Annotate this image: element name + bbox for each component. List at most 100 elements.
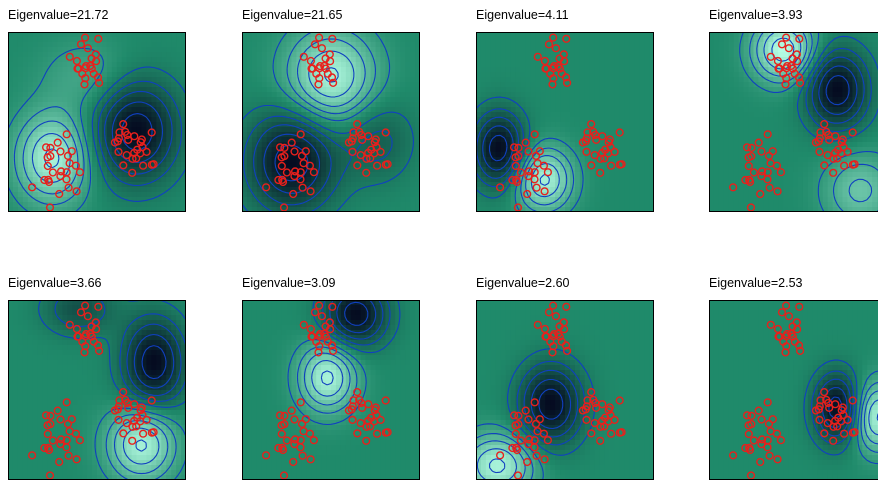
heatmap-cell [719, 97, 725, 103]
heatmap-cell [773, 102, 779, 108]
heatmap-cell [156, 152, 162, 158]
heatmap-cell [137, 42, 143, 48]
heatmap-cell [595, 57, 601, 63]
heatmap-cell [634, 142, 640, 148]
heatmap-cell [171, 92, 177, 98]
heatmap-cell [23, 82, 29, 88]
heatmap-cell [28, 37, 34, 43]
heatmap-cell [540, 72, 546, 78]
heatmap-cell [838, 82, 844, 88]
heatmap-cell [629, 147, 635, 153]
heatmap-cell [137, 107, 143, 113]
heatmap-cell [13, 122, 19, 128]
heatmap-cell [400, 157, 406, 163]
heatmap-cell [605, 82, 611, 88]
heatmap-cell [828, 62, 834, 68]
heatmap-cell [525, 47, 531, 53]
heatmap-cell [346, 202, 352, 208]
heatmap-cell [171, 172, 177, 178]
heatmap-cell [380, 52, 386, 58]
heatmap-cell [405, 167, 411, 173]
heatmap-cell [570, 37, 576, 43]
heatmap-cell [28, 122, 34, 128]
heatmap-cell [48, 82, 54, 88]
heatmap-cell [724, 37, 730, 43]
heatmap-cell [803, 42, 809, 48]
heatmap-cell [38, 117, 44, 123]
heatmap-cell [53, 97, 59, 103]
heatmap-cell [624, 37, 630, 43]
heatmap-cell [590, 202, 596, 208]
heatmap-cell [247, 177, 253, 183]
heatmap-cell [778, 112, 784, 118]
heatmap-cell [176, 192, 182, 198]
heatmap-cell [57, 57, 63, 63]
heatmap-cell [117, 182, 123, 188]
heatmap-cell [156, 57, 162, 63]
heatmap-cell [336, 167, 342, 173]
heatmap-cell [257, 47, 263, 53]
heatmap-cell [545, 102, 551, 108]
heatmap-cell [176, 167, 182, 173]
heatmap-cell [545, 117, 551, 123]
heatmap-cell [405, 197, 411, 203]
heatmap-cell [291, 77, 297, 83]
heatmap-cell [595, 177, 601, 183]
heatmap-cell [605, 187, 611, 193]
heatmap-cell [176, 47, 182, 53]
heatmap-cell [166, 182, 172, 188]
heatmap-cell [590, 92, 596, 98]
heatmap-cell [610, 122, 616, 128]
heatmap-cell [734, 132, 740, 138]
heatmap-cell [491, 172, 497, 178]
heatmap-cell [639, 112, 645, 118]
heatmap-cell [734, 137, 740, 143]
heatmap-cell [833, 87, 839, 93]
heatmap-cell [857, 112, 863, 118]
heatmap-cell [23, 132, 29, 138]
heatmap-cell [525, 72, 531, 78]
heatmap-cell [610, 37, 616, 43]
heatmap-cell [92, 87, 98, 93]
heatmap-cell [506, 47, 512, 53]
heatmap-cell [614, 37, 620, 43]
heatmap-cell [57, 112, 63, 118]
heatmap-cell [351, 202, 357, 208]
heatmap-cell [634, 102, 640, 108]
heatmap-cell [560, 107, 566, 113]
heatmap-cell [341, 202, 347, 208]
heatmap-cell [610, 87, 616, 93]
heatmap-cell [176, 187, 182, 193]
heatmap-cell [585, 177, 591, 183]
heatmap-cell [13, 57, 19, 63]
heatmap-cell [376, 77, 382, 83]
heatmap-cell [614, 197, 620, 203]
heatmap-cell [614, 182, 620, 188]
heatmap-cell [570, 42, 576, 48]
heatmap-cell [619, 117, 625, 123]
heatmap-cell [739, 107, 745, 113]
heatmap-cell [590, 97, 596, 103]
heatmap-cell [112, 42, 118, 48]
heatmap-cell [137, 192, 143, 198]
heatmap-cell [38, 87, 44, 93]
heatmap-cell [535, 107, 541, 113]
heatmap-cell [506, 37, 512, 43]
heatmap-cell [410, 47, 416, 53]
heatmap-plot [709, 32, 878, 212]
panel-title: Eigenvalue=21.72 [8, 8, 108, 23]
heatmap-cell [376, 47, 382, 53]
heatmap-cell [28, 142, 34, 148]
heatmap-cell [550, 182, 556, 188]
heatmap-cell [629, 157, 635, 163]
heatmap-cell [291, 182, 297, 188]
heatmap-cell [639, 102, 645, 108]
heatmap-cell [614, 102, 620, 108]
heatmap-cell [395, 142, 401, 148]
heatmap-cell [405, 82, 411, 88]
heatmap-cell [619, 147, 625, 153]
heatmap-cell [346, 37, 352, 43]
heatmap-cell [575, 187, 581, 193]
heatmap-cell [867, 42, 873, 48]
heatmap-cell [535, 92, 541, 98]
